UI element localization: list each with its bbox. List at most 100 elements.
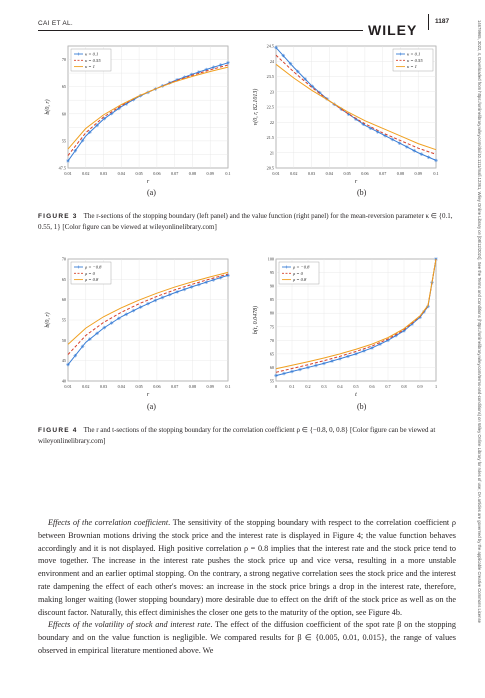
x-tick-label: 1 — [435, 384, 437, 389]
y-tick-label: 70 — [270, 338, 274, 343]
y-tick-label: 65 — [62, 277, 66, 282]
data-point — [88, 130, 92, 134]
y-tick-label: 24 — [270, 59, 275, 64]
data-point — [346, 354, 350, 359]
x-tick-label: 0.05 — [343, 171, 350, 176]
data-point — [274, 373, 278, 378]
y-tick-label: 80 — [270, 311, 274, 316]
x-tick-label: 0.01 — [64, 171, 71, 176]
x-tick-label: 0.1 — [433, 171, 438, 176]
x-tick-label: 0.05 — [135, 384, 142, 389]
y-tick-label: 55 — [62, 138, 66, 143]
header-rule — [38, 30, 363, 31]
data-point — [290, 369, 294, 374]
y-tick-label: 60 — [62, 111, 66, 116]
legend-label: ρ = 0.8 — [292, 277, 307, 282]
chart-fig4a: 0.01 0.02 0.03 0.04 0.05 0.06 0.07 0.08 0.09 0.1 4… — [44, 257, 231, 399]
data-point — [354, 352, 358, 356]
x-tick-label: 0.06 — [153, 384, 160, 389]
data-point — [182, 287, 187, 292]
legend-label: ρ = 0 — [84, 271, 96, 276]
data-point — [306, 365, 310, 370]
paragraph-volatility-lead: Effects of the volatility of stock and i… — [48, 620, 211, 630]
x-tick-label: 0.05 — [135, 171, 142, 176]
x-tick-label: 0.09 — [207, 384, 214, 389]
y-tick-label: 22.5 — [267, 105, 274, 110]
data-point — [322, 361, 326, 366]
data-point — [73, 148, 78, 153]
x-tick-label: 0.03 — [100, 384, 107, 389]
x-tick-label: 0.08 — [189, 384, 196, 389]
figure-4-number: FIGURE 4 — [38, 427, 78, 434]
x-tick-label: 0.3 — [321, 384, 326, 389]
data-point — [211, 65, 216, 70]
data-point — [419, 152, 424, 156]
figure-4-caption: FIGURE 4 The r and t-sections of the stop… — [38, 425, 453, 446]
x-tick-label: 0.07 — [171, 171, 178, 176]
series-line — [67, 66, 229, 150]
chart-fig3a: 0.01 0.02 0.03 0.04 0.05 0.06 0.07 0.08 0.09 0.1 4… — [44, 45, 231, 185]
x-tick-label: 0.03 — [100, 171, 107, 176]
data-point — [296, 69, 300, 74]
x-axis-label: r — [147, 179, 150, 185]
y-tick-label: 95 — [270, 270, 274, 275]
figure-3-number: FIGURE 3 — [38, 213, 78, 220]
data-point — [80, 344, 85, 349]
chart-fig4b: 0 0.1 0.2 0.3 0.4 0.5 0.6 0.7 0.8 0.9 1 55 60 65 70 75 8… — [252, 257, 438, 398]
x-tick-label: 0.09 — [415, 171, 422, 176]
data-point — [282, 371, 286, 376]
publisher-logo: WILEY — [368, 22, 418, 38]
y-tick-label: 55 — [270, 379, 274, 384]
figure-4-caption-text: The r and t-sections of the stopping bou… — [38, 426, 436, 445]
data-point — [402, 329, 406, 333]
data-point — [298, 367, 302, 372]
data-point — [434, 158, 438, 163]
figure-3b-label: (b) — [357, 188, 367, 197]
data-point — [88, 337, 92, 341]
y-tick-label: 65 — [270, 351, 274, 356]
legend-label: ρ = −0.8 — [292, 265, 310, 270]
y-tick-label: 47.5 — [59, 166, 66, 171]
data-point — [274, 45, 278, 50]
x-tick-label: 0.02 — [290, 171, 297, 176]
y-tick-label: 90 — [270, 284, 274, 289]
legend-box — [392, 48, 434, 72]
data-point — [160, 295, 165, 300]
y-tick-label: 60 — [62, 297, 66, 302]
x-tick-label: 0.6 — [369, 384, 374, 389]
y-tick-label: 75 — [270, 324, 274, 329]
x-tick-label: 0.08 — [397, 171, 404, 176]
x-tick-label: 0.08 — [189, 171, 196, 176]
series-line — [275, 258, 437, 370]
y-tick-label: 70 — [62, 57, 66, 62]
x-tick-label: 0.7 — [385, 384, 390, 389]
x-tick-label: 0.04 — [118, 384, 126, 389]
legend-label: κ = 1 — [85, 64, 95, 69]
x-tick-label: 0.1 — [225, 171, 230, 176]
data-point — [218, 275, 223, 280]
legend-label: ρ = −0.8 — [84, 265, 102, 270]
data-point — [109, 321, 114, 325]
x-tick-label: 0.07 — [171, 384, 178, 389]
legend-box — [278, 261, 320, 285]
x-tick-label: 0.06 — [361, 171, 368, 176]
y-axis-label: ν(0, r, 82.1013) — [252, 89, 259, 126]
data-point — [189, 285, 194, 289]
y-axis-label: b(0, r) — [44, 99, 51, 114]
paragraph-correlation-text: . The sensitivity of the stopping bounda… — [38, 518, 456, 617]
x-tick-label: 0.09 — [207, 171, 214, 176]
x-tick-label: 0.8 — [401, 384, 406, 389]
data-point — [405, 145, 409, 149]
y-tick-label: 100 — [268, 257, 274, 262]
x-tick-label: 0.01 — [272, 171, 279, 176]
x-axis-label: r — [355, 179, 358, 185]
data-point — [146, 301, 150, 306]
x-tick-label: 0.2 — [305, 384, 310, 389]
running-author: CAI ET AL. — [38, 20, 74, 27]
figure-4a: 0.01 0.02 0.03 0.04 0.05 0.06 0.07 0.08 0.09 0.1 4… — [40, 255, 235, 405]
data-point — [153, 298, 158, 303]
download-notice: 14679965, 2022, 4, Downloaded from https… — [477, 20, 482, 623]
y-axis-label: b(0, r) — [44, 312, 51, 327]
header-divider — [428, 14, 429, 30]
y-tick-label: 45 — [62, 358, 66, 363]
